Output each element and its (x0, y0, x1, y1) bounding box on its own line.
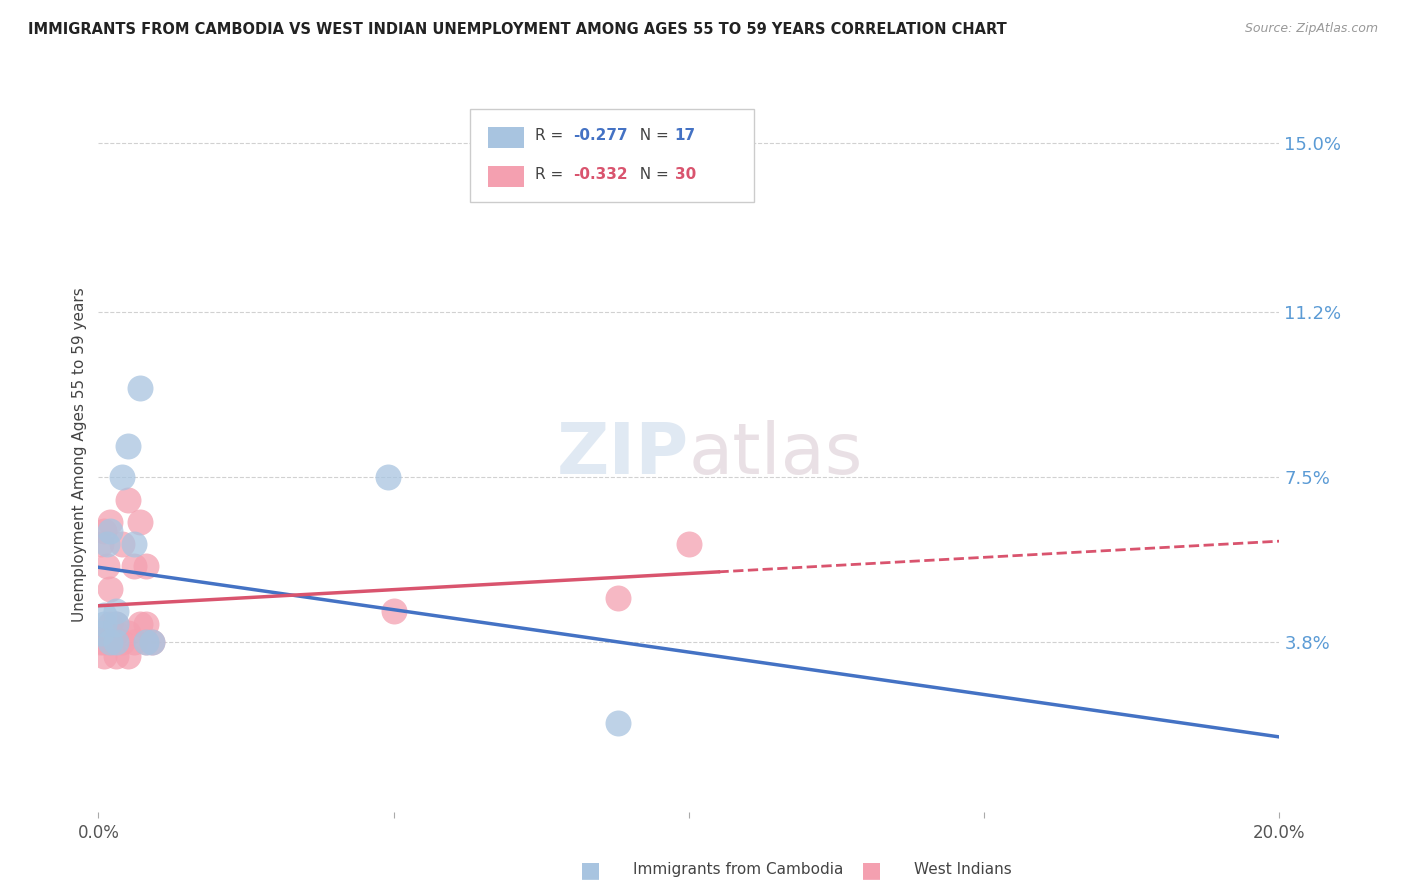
Point (678, 537, 700, 551)
Point (607, 715, 630, 730)
Text: 17: 17 (675, 128, 696, 143)
Point (377, 470, 399, 484)
Text: IMMIGRANTS FROM CAMBODIA VS WEST INDIAN UNEMPLOYMENT AMONG AGES 55 TO 59 YEARS C: IMMIGRANTS FROM CAMBODIA VS WEST INDIAN … (28, 22, 1007, 37)
Text: Source: ZipAtlas.com: Source: ZipAtlas.com (1244, 22, 1378, 36)
Point (93, 524, 115, 538)
Text: ■: ■ (581, 860, 600, 880)
Y-axis label: Unemployment Among Ages 55 to 59 years: Unemployment Among Ages 55 to 59 years (72, 287, 87, 623)
Point (135, 559, 157, 574)
Point (135, 635, 157, 649)
Point (98, 635, 121, 649)
Point (117, 626, 139, 640)
Text: 30: 30 (675, 167, 696, 182)
Point (93, 617, 115, 632)
Text: ■: ■ (862, 860, 882, 880)
Point (90, 626, 112, 640)
Point (105, 617, 128, 632)
Point (98, 617, 121, 632)
Point (90, 537, 112, 551)
Text: West Indians: West Indians (914, 863, 1012, 877)
Point (105, 635, 128, 649)
Point (98, 524, 121, 538)
Point (135, 617, 157, 632)
Point (128, 515, 150, 529)
Bar (471, 109, 754, 202)
Text: N =: N = (630, 167, 673, 182)
Point (122, 537, 145, 551)
Point (98, 582, 121, 596)
Point (382, 604, 405, 618)
Point (117, 492, 139, 507)
Bar (488, 127, 523, 148)
Text: -0.277: -0.277 (574, 128, 628, 143)
Point (117, 439, 139, 453)
Text: atlas: atlas (689, 420, 863, 490)
Point (93, 626, 115, 640)
Point (93, 635, 115, 649)
Point (128, 381, 150, 395)
Point (607, 591, 630, 605)
Point (111, 537, 134, 551)
Point (98, 515, 121, 529)
Text: ZIP: ZIP (557, 420, 689, 490)
Text: Immigrants from Cambodia: Immigrants from Cambodia (633, 863, 844, 877)
Point (96, 537, 118, 551)
Point (141, 635, 163, 649)
Point (105, 617, 128, 632)
Point (93, 608, 115, 623)
Point (96, 559, 118, 574)
Point (128, 617, 150, 632)
Point (135, 635, 157, 649)
Point (111, 470, 134, 484)
Point (89, 635, 111, 649)
Point (93, 648, 115, 663)
Point (117, 648, 139, 663)
Point (111, 635, 134, 649)
Point (122, 559, 145, 574)
Text: -0.332: -0.332 (574, 167, 628, 182)
Bar (488, 166, 523, 187)
Text: N =: N = (630, 128, 673, 143)
Point (122, 635, 145, 649)
Point (141, 635, 163, 649)
Point (98, 635, 121, 649)
Point (105, 626, 128, 640)
Point (105, 648, 128, 663)
Point (105, 604, 128, 618)
Text: R =: R = (536, 128, 568, 143)
Text: R =: R = (536, 167, 568, 182)
